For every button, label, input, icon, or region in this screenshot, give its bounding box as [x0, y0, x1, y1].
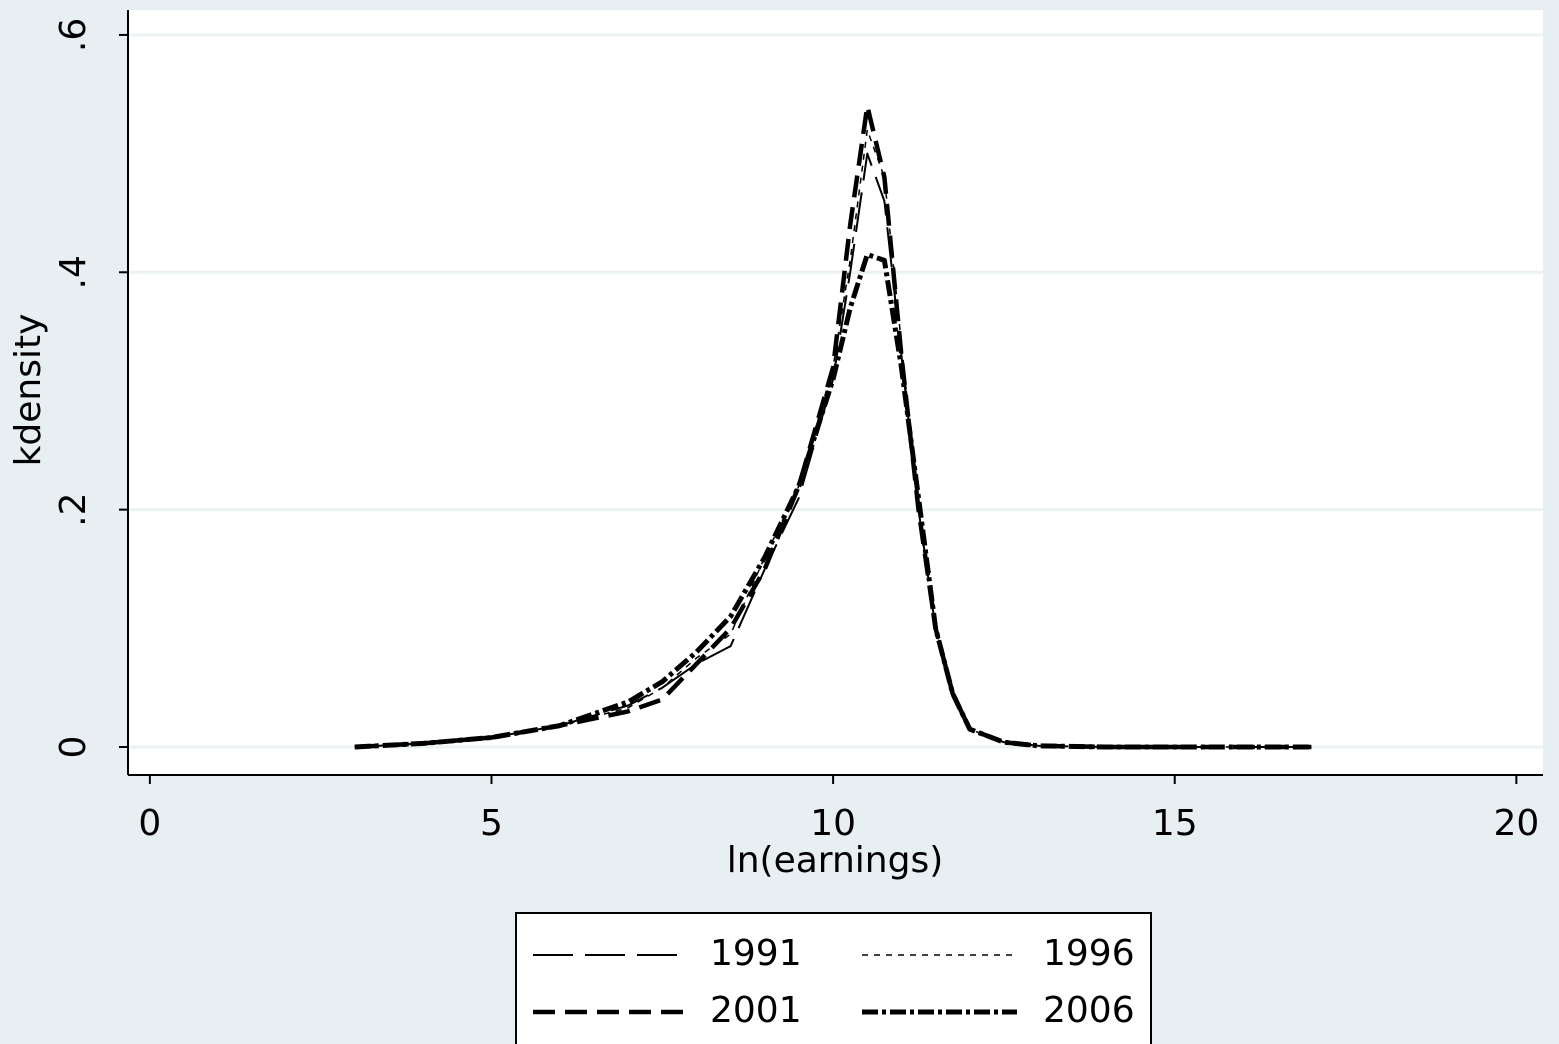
- y-tick-label: .4: [53, 255, 94, 289]
- legend-label: 1996: [1043, 933, 1135, 974]
- legend-label: 2001: [710, 990, 802, 1031]
- x-tick-label: 20: [1493, 803, 1539, 844]
- y-axis-title: kdensity: [8, 314, 49, 467]
- density-line: [354, 129, 1312, 748]
- legend-label: 2006: [1043, 990, 1135, 1031]
- x-axis-title: ln(earnings): [727, 840, 944, 881]
- density-line: [354, 103, 1312, 750]
- y-tick-label: .2: [53, 492, 94, 526]
- y-tick-label: 0: [53, 736, 94, 759]
- x-tick-label: 5: [480, 803, 503, 844]
- x-tick-label: 15: [1152, 803, 1198, 844]
- x-tick-label: 0: [138, 803, 161, 844]
- plot-area: [128, 10, 1543, 775]
- x-tick-label: 10: [810, 803, 856, 844]
- y-tick-label: .6: [53, 18, 94, 52]
- legend-label: 1991: [710, 933, 802, 974]
